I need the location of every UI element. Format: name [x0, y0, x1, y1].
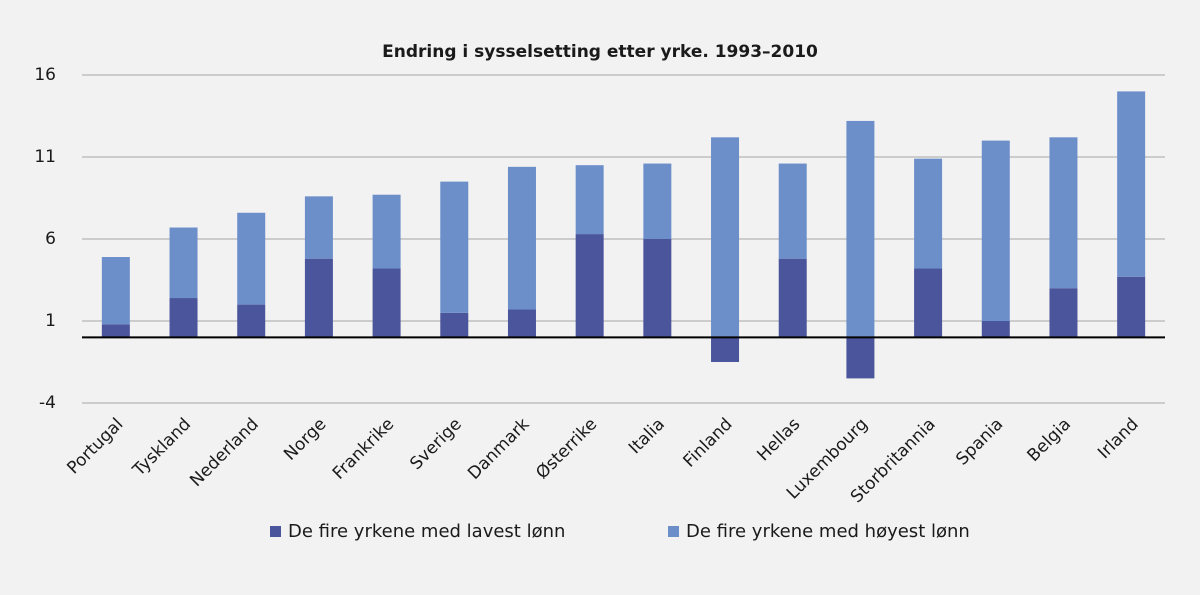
bar: [914, 158, 943, 269]
bar: [778, 258, 807, 338]
y-tick-label: 1: [45, 311, 56, 331]
x-tick-label: Sverige: [406, 414, 466, 474]
bar: [1049, 288, 1078, 338]
bar: [711, 337, 740, 362]
bar: [507, 309, 536, 338]
x-tick-label: Finland: [679, 414, 736, 471]
x-tick-label: Østerrike: [532, 414, 601, 483]
y-tick-label: -4: [39, 393, 56, 413]
legend-label: De fire yrkene med høyest lønn: [686, 521, 970, 542]
bar: [914, 268, 943, 338]
bar: [643, 163, 672, 239]
bar: [304, 196, 333, 259]
bar: [846, 337, 875, 379]
bar: [237, 212, 266, 305]
bar: [372, 194, 401, 269]
x-tick-label: Danmark: [464, 414, 533, 483]
bar: [846, 120, 875, 338]
x-tick-label: Italia: [625, 414, 669, 458]
y-tick-label: 11: [34, 147, 56, 167]
x-tick-label: Irland: [1094, 414, 1143, 463]
x-tick-label: Norge: [280, 414, 330, 464]
bar: [440, 181, 469, 313]
bar: [1117, 276, 1146, 338]
y-tick-label: 16: [34, 65, 56, 85]
x-tick-label: Tyskland: [128, 414, 195, 481]
bar: [507, 166, 536, 310]
bar: [101, 257, 130, 325]
bar: [1117, 91, 1146, 277]
bar: [1049, 137, 1078, 289]
bar: [169, 298, 198, 338]
bar: [169, 227, 198, 299]
bar: [575, 165, 604, 235]
bar: [981, 140, 1010, 321]
bar: [778, 163, 807, 259]
chart-title: Endring i sysselsetting etter yrke. 1993…: [382, 42, 818, 62]
bar: [981, 321, 1010, 338]
x-tick-label: Belgia: [1024, 414, 1075, 465]
legend-swatch: [270, 526, 281, 537]
bar: [575, 234, 604, 338]
bar: [304, 258, 333, 338]
x-tick-label: Spania: [952, 414, 1007, 469]
x-tick-label: Hellas: [753, 414, 804, 465]
bar: [372, 268, 401, 338]
x-tick-label: Portugal: [63, 414, 127, 478]
bar: [711, 137, 740, 338]
bar: [237, 304, 266, 338]
bar: [643, 239, 672, 338]
y-tick-label: 6: [45, 229, 56, 249]
bar: [101, 324, 130, 338]
x-tick-label: Frankrike: [329, 414, 398, 483]
legend-swatch: [668, 526, 679, 537]
x-tick-label: Nederland: [186, 414, 262, 490]
bar: [440, 312, 469, 338]
legend-label: De fire yrkene med lavest lønn: [288, 521, 565, 542]
